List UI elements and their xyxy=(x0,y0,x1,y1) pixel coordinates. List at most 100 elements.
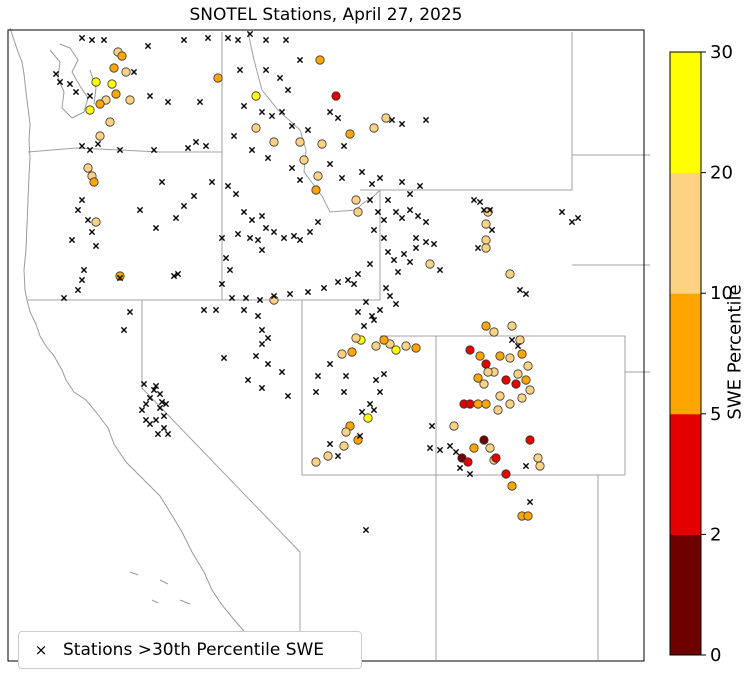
station-above-30th-marker xyxy=(286,290,294,298)
station-above-30th-marker xyxy=(414,212,422,220)
station-above-30th-marker xyxy=(368,312,376,320)
station-percentile-marker xyxy=(449,421,459,431)
station-above-30th-marker xyxy=(100,36,108,44)
station-above-30th-marker xyxy=(428,422,436,430)
station-above-30th-marker xyxy=(354,270,362,278)
station-above-30th-marker xyxy=(142,400,150,408)
station-above-30th-marker xyxy=(276,74,284,82)
station-markers xyxy=(52,30,582,534)
station-above-30th-marker xyxy=(326,440,334,448)
station-above-30th-marker xyxy=(296,56,304,64)
station-above-30th-marker xyxy=(392,300,400,308)
station-percentile-marker xyxy=(121,67,131,77)
station-above-30th-marker xyxy=(248,216,256,224)
station-above-30th-marker xyxy=(488,226,496,234)
station-above-30th-marker xyxy=(192,138,200,146)
station-above-30th-marker xyxy=(136,206,144,214)
station-above-30th-marker xyxy=(384,248,392,256)
station-above-30th-marker xyxy=(370,226,378,234)
station-above-30th-marker xyxy=(256,296,264,304)
station-above-30th-marker xyxy=(240,102,248,110)
station-above-30th-marker xyxy=(222,254,230,262)
station-above-30th-marker xyxy=(296,236,304,244)
station-above-30th-marker xyxy=(92,242,100,250)
station-above-30th-marker xyxy=(130,68,138,76)
station-above-30th-marker xyxy=(230,132,238,140)
station-percentile-marker xyxy=(535,461,545,471)
station-above-30th-marker xyxy=(568,218,576,226)
station-above-30th-marker xyxy=(144,42,152,50)
station-percentile-marker xyxy=(251,123,261,133)
legend-marker: × xyxy=(34,641,48,659)
station-percentile-marker xyxy=(479,379,489,389)
station-percentile-marker xyxy=(269,137,279,147)
station-above-30th-marker xyxy=(252,352,260,360)
station-above-30th-marker xyxy=(262,224,270,232)
station-above-30th-marker xyxy=(436,446,444,454)
station-above-30th-marker xyxy=(152,416,160,424)
station-above-30th-marker xyxy=(326,160,334,168)
station-percentile-marker xyxy=(481,399,491,409)
station-above-30th-marker xyxy=(430,240,438,248)
station-above-30th-marker xyxy=(156,404,164,412)
station-percentile-marker xyxy=(505,353,515,363)
station-percentile-marker xyxy=(353,207,363,217)
station-above-30th-marker xyxy=(392,208,400,216)
station-above-30th-marker xyxy=(412,244,420,252)
colorbar-bin xyxy=(670,52,701,174)
station-percentile-marker xyxy=(511,379,521,389)
station-above-30th-marker xyxy=(74,286,82,294)
station-percentile-marker xyxy=(391,345,401,355)
station-above-30th-marker xyxy=(368,180,376,188)
colorbar-bin xyxy=(670,534,701,656)
legend-label: Stations >30th Percentile SWE xyxy=(63,640,325,660)
station-above-30th-marker xyxy=(160,424,168,432)
station-above-30th-marker xyxy=(412,234,420,242)
station-above-30th-marker xyxy=(384,196,392,204)
station-above-30th-marker xyxy=(246,30,254,38)
station-above-30th-marker xyxy=(240,306,248,314)
station-percentile-marker xyxy=(505,269,515,279)
station-percentile-marker xyxy=(331,91,341,101)
station-above-30th-marker xyxy=(314,372,322,380)
station-above-30th-marker xyxy=(146,92,154,100)
station-above-30th-marker xyxy=(382,284,390,292)
station-percentile-marker xyxy=(475,351,485,361)
station-percentile-marker xyxy=(501,375,511,385)
station-above-30th-marker xyxy=(326,360,334,368)
station-above-30th-marker xyxy=(296,176,304,184)
station-above-30th-marker xyxy=(84,216,92,224)
station-above-30th-marker xyxy=(390,256,398,264)
station-percentile-marker xyxy=(111,89,121,99)
station-percentile-marker xyxy=(513,369,523,379)
station-above-30th-marker xyxy=(78,142,86,150)
station-percentile-marker xyxy=(501,469,511,479)
station-above-30th-marker xyxy=(264,154,272,162)
station-above-30th-marker xyxy=(574,214,582,222)
station-percentile-marker xyxy=(517,349,527,359)
station-above-30th-marker xyxy=(340,142,348,150)
station-above-30th-marker xyxy=(72,88,80,96)
station-percentile-marker xyxy=(505,399,515,409)
station-percentile-marker xyxy=(525,385,535,395)
station-above-30th-marker xyxy=(140,380,148,388)
colorbar-tick-label: 20 xyxy=(710,163,733,184)
colorbar-tick-label: 5 xyxy=(710,404,721,425)
station-percentile-marker xyxy=(353,435,363,445)
station-percentile-marker xyxy=(425,259,435,269)
station-above-30th-marker xyxy=(208,178,216,186)
station-above-30th-marker xyxy=(74,206,82,214)
station-percentile-marker xyxy=(517,393,527,403)
colorbar-tick-label: 2 xyxy=(710,524,721,545)
station-percentile-marker xyxy=(493,405,503,415)
station-above-30th-marker xyxy=(158,398,166,406)
station-above-30th-marker xyxy=(160,412,168,420)
colorbar-bin xyxy=(670,172,701,294)
colorbar-frame xyxy=(669,51,702,656)
station-above-30th-marker xyxy=(354,308,362,316)
station-percentile-marker xyxy=(473,373,483,383)
station-percentile-marker xyxy=(351,195,361,205)
station-above-30th-marker xyxy=(174,270,182,278)
colorbar-tick-label: 0 xyxy=(710,645,721,666)
station-above-30th-marker xyxy=(218,234,226,242)
